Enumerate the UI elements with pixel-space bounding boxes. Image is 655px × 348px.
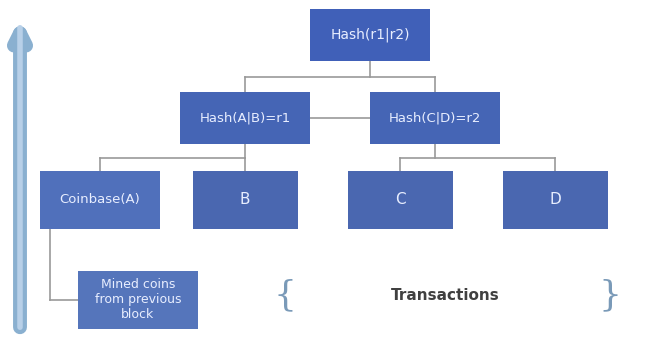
FancyBboxPatch shape xyxy=(78,271,198,329)
Text: Hash(C|D)=r2: Hash(C|D)=r2 xyxy=(389,111,481,125)
FancyBboxPatch shape xyxy=(348,171,453,229)
Text: B: B xyxy=(240,192,250,207)
FancyBboxPatch shape xyxy=(193,171,297,229)
FancyBboxPatch shape xyxy=(40,171,160,229)
FancyBboxPatch shape xyxy=(180,92,310,144)
Text: }: } xyxy=(599,278,622,312)
FancyBboxPatch shape xyxy=(502,171,607,229)
Text: Transactions: Transactions xyxy=(390,287,499,302)
Text: Mined coins
from previous
block: Mined coins from previous block xyxy=(95,278,181,322)
Text: Coinbase(A): Coinbase(A) xyxy=(60,193,140,206)
FancyBboxPatch shape xyxy=(370,92,500,144)
FancyBboxPatch shape xyxy=(310,9,430,61)
Text: C: C xyxy=(395,192,405,207)
Text: Hash(r1|r2): Hash(r1|r2) xyxy=(330,28,410,42)
Text: {: { xyxy=(274,278,297,312)
Text: D: D xyxy=(549,192,561,207)
Text: Hash(A|B)=r1: Hash(A|B)=r1 xyxy=(199,111,291,125)
